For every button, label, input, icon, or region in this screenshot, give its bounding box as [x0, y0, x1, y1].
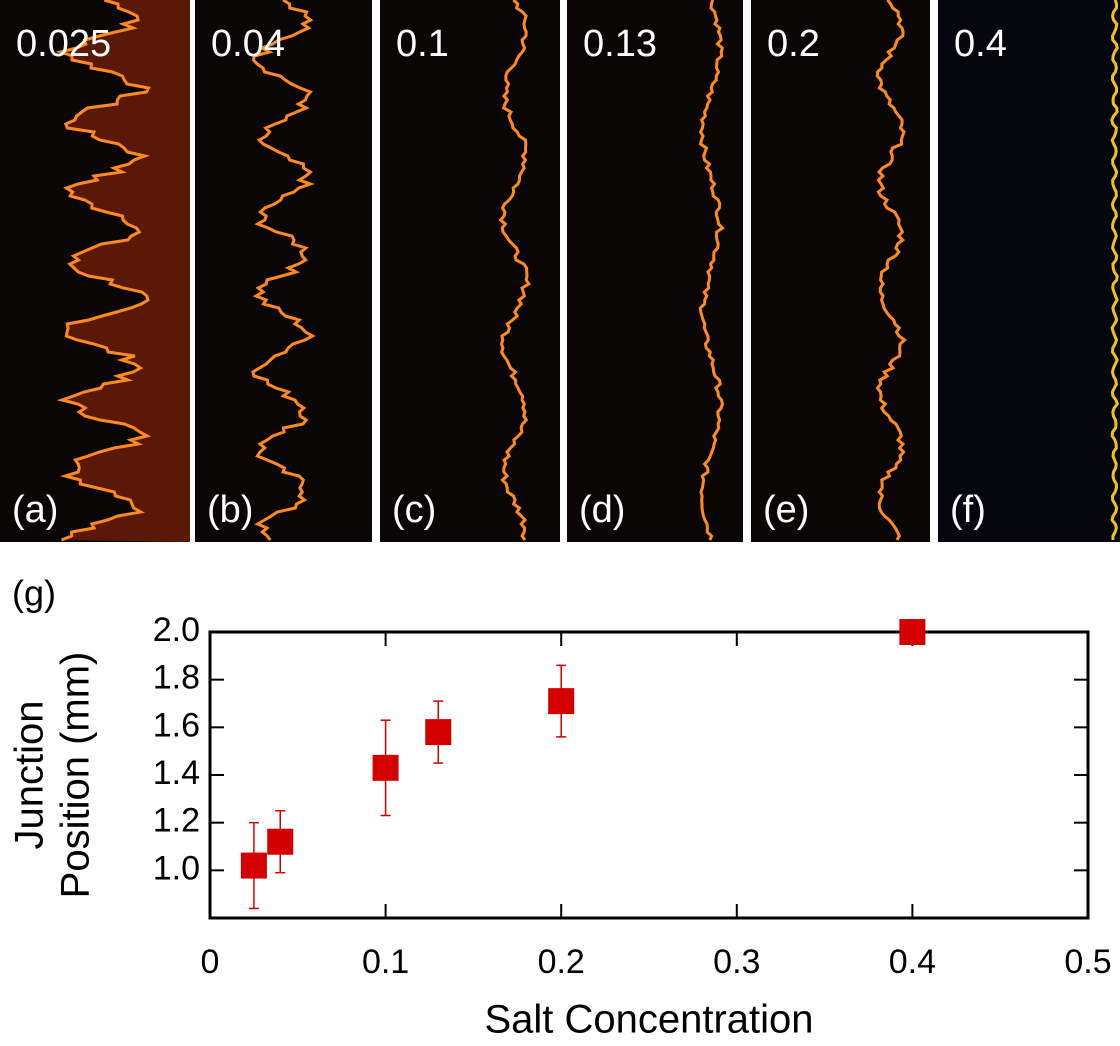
panel-label: (f) — [950, 489, 986, 531]
panel-label: (g) — [12, 573, 56, 614]
y-tick-label: 1.2 — [153, 802, 200, 840]
y-tick-label: 1.4 — [153, 754, 200, 792]
marker — [267, 828, 294, 855]
micrograph — [195, 0, 372, 542]
micrograph — [938, 0, 1120, 542]
panel-value: 0.4 — [954, 23, 1007, 65]
marker — [372, 754, 399, 781]
marker — [425, 719, 452, 746]
front-line — [698, 0, 725, 541]
y-tick-label: 1.8 — [153, 659, 200, 697]
y-tick-label: 2.0 — [153, 611, 200, 649]
micrograph — [380, 0, 560, 542]
marker — [548, 688, 575, 715]
x-tick-label: 0.1 — [362, 943, 409, 981]
panel-value: 0.025 — [16, 23, 111, 65]
x-tick-label: 0.4 — [889, 943, 936, 981]
x-tick-label: 0.5 — [1064, 943, 1111, 981]
y-axis-label: Junction — [8, 701, 52, 850]
front-line — [251, 0, 316, 541]
panel-label: (c) — [392, 489, 436, 531]
front-line — [498, 0, 531, 541]
panel-label: (b) — [207, 489, 253, 531]
x-tick-label: 0 — [201, 943, 220, 981]
marker — [240, 852, 267, 879]
y-tick-label: 1.0 — [153, 849, 200, 887]
micrograph — [567, 0, 743, 542]
panel-label: (d) — [579, 489, 625, 531]
front-line — [875, 0, 907, 541]
y-tick-label: 1.6 — [153, 706, 200, 744]
front-line — [1110, 0, 1119, 541]
micrograph — [751, 0, 930, 542]
y-axis-label: Position (mm) — [54, 652, 98, 899]
x-tick-label: 0.3 — [713, 943, 760, 981]
panel-value: 0.2 — [767, 23, 820, 65]
panel-label: (e) — [763, 489, 809, 531]
x-tick-label: 0.2 — [538, 943, 585, 981]
front-line — [55, 0, 152, 542]
x-axis-label: Salt Concentration — [484, 998, 813, 1042]
plot-frame — [208, 630, 1090, 920]
panel-value: 0.1 — [396, 23, 449, 65]
marker — [899, 619, 926, 645]
panel-value: 0.13 — [583, 23, 657, 65]
panel-label: (a) — [12, 489, 58, 531]
panel-value: 0.04 — [211, 23, 285, 65]
